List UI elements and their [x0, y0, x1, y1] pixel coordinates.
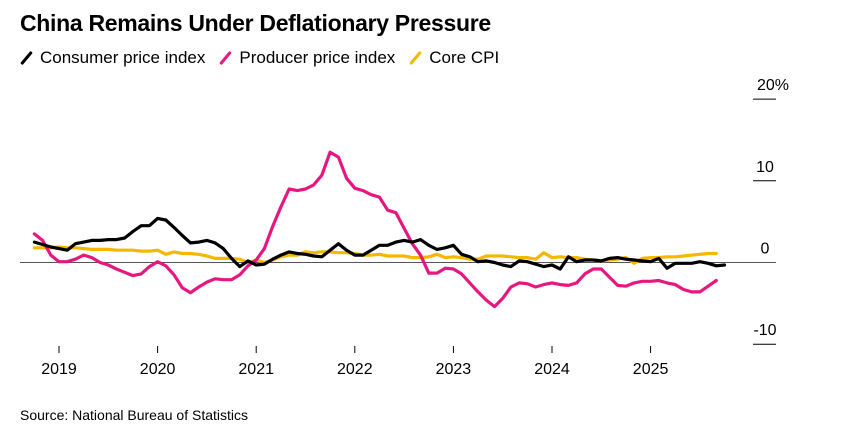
y-tick-label: -10 [753, 322, 776, 339]
x-tick-label: 2024 [534, 361, 570, 378]
x-axis: 2019 2020 2021 2022 2023 2024 2025 [41, 346, 668, 378]
x-tick-label: 2022 [337, 361, 373, 378]
y-tick-label: 20% [757, 77, 789, 94]
ppi-line [32, 150, 718, 309]
legend-label-cpi: Consumer price index [40, 48, 206, 67]
y-axis: 20% 10 0 -10 [753, 77, 789, 345]
x-tick-label: 2021 [238, 361, 274, 378]
cpi-line [32, 216, 727, 271]
legend: Consumer price index Producer price inde… [20, 48, 513, 68]
legend-label-ppi: Producer price index [239, 48, 396, 67]
x-tick-label: 2023 [436, 361, 472, 378]
chart-title: China Remains Under Deflationary Pressur… [20, 10, 491, 36]
x-tick-label: 2020 [140, 361, 176, 378]
y-tick-label: 0 [761, 241, 770, 258]
legend-item-cpi: Consumer price index [20, 48, 205, 68]
legend-label-core-cpi: Core CPI [429, 48, 500, 67]
source-note: Source: National Bureau of Statistics [20, 407, 249, 423]
x-tick-label: 2025 [633, 361, 669, 378]
x-tick-label: 2019 [41, 361, 77, 378]
legend-item-core-cpi: Core CPI [409, 48, 499, 68]
y-tick-label: 10 [756, 159, 774, 176]
legend-item-ppi: Producer price index [219, 48, 395, 68]
series-lines [32, 150, 727, 309]
